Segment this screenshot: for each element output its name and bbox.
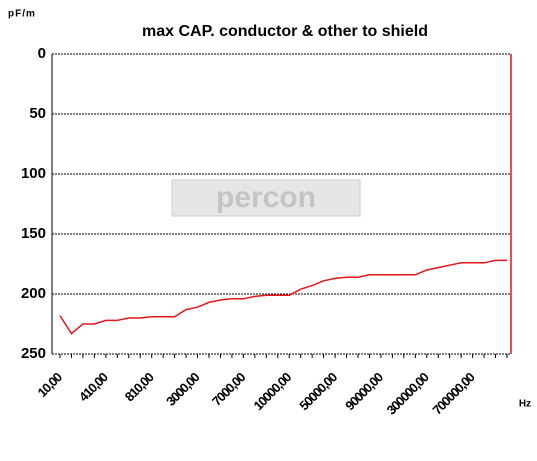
x-tick-label: 410,00 (76, 369, 111, 404)
x-tick-label: 810,00 (122, 369, 157, 404)
x-axis-label: Hz (519, 399, 531, 410)
x-tick-label: 7000,00 (209, 369, 248, 408)
y-tick-label: 0 (38, 45, 46, 62)
x-tick-label: 10000,00 (250, 369, 294, 413)
x-tick-label: 90000,00 (342, 369, 386, 413)
y-tick-label: 250 (21, 345, 46, 362)
chart-title: max CAP. conductor & other to shield (142, 23, 428, 40)
x-tick-label: 10,00 (34, 369, 65, 400)
watermark: percon (216, 181, 316, 214)
x-tick-label: 300000,00 (384, 369, 432, 417)
x-tick-label: 50000,00 (296, 369, 340, 413)
y-tick-label: 200 (21, 285, 46, 302)
x-tick-label: 3000,00 (163, 369, 202, 408)
y-tick-label: 50 (29, 105, 46, 122)
x-tick-label: 700000,00 (429, 369, 477, 417)
y-axis-label: pF/m (8, 9, 36, 20)
watermark-box (171, 179, 361, 217)
y-tick-label: 150 (21, 225, 46, 242)
y-tick-label: 100 (21, 165, 46, 182)
line-series (59, 259, 507, 335)
